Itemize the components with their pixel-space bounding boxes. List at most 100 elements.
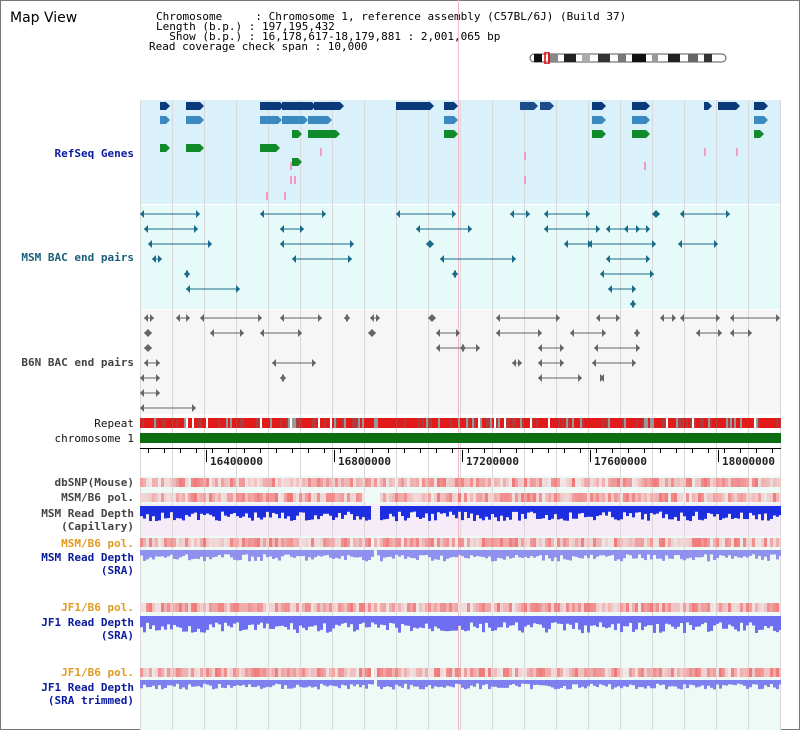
msm-bac-pair-end [152,255,156,263]
dbsnp-cell [746,478,749,487]
msm-pol-sra-cell [215,538,218,547]
jf1-depth-sra-bar [686,616,689,623]
msm-bac-pair-end [596,225,600,233]
msm-pol-cell [476,493,479,502]
jf1-pol-cell [752,603,755,612]
track-label-refseq[interactable]: RefSeq Genes [54,147,134,160]
msm-bac-pair-end [544,210,548,218]
jf1-depth-sra-bar [503,616,506,623]
dbsnp-cell [497,478,500,487]
msm-pol-sra-cell [686,538,689,547]
jf1-pol-trim-cell [770,668,773,677]
msm-pol-cell [410,493,413,502]
repeat-segment [514,418,516,428]
msm-bac-pair-end [656,210,660,218]
msm-depth-sra-bar [179,550,182,558]
track-label-msm-depth-capillary[interactable]: MSM Read Depth (Capillary) [41,507,134,533]
jf1-pol-cell [638,603,641,612]
msm-pol-cell [206,493,209,502]
msm-depth-cap-bar [185,506,188,515]
track-label-dbsnp[interactable]: dbSNP(Mouse) [54,476,134,489]
msm-depth-sra-bar [140,550,143,556]
b6n-bac-pair-end [298,329,302,337]
msm-pol-sra-cell [491,538,494,547]
feature-canvas[interactable] [140,96,781,416]
dbsnp-cell [566,478,569,487]
msm-pol-sra-cell [452,538,455,547]
msm-pol-sra-cell [623,538,626,547]
msm-pol-sra-cell [749,538,752,547]
msm-depth-cap-bar [779,506,781,516]
chromosome-bar[interactable] [140,433,781,443]
dbsnp-cell [689,478,692,487]
axis-tick-label: 16800000 [338,455,391,468]
track-label-jf1-b6-pol-trim[interactable]: JF1/B6 pol. [61,666,134,679]
jf1-depth-sra-bar [635,616,638,630]
repeat-segment [256,418,258,428]
msm-depth-sra-bar [317,550,320,556]
jf1-pol-cell [620,603,623,612]
track-label-jf1-b6-pol[interactable]: JF1/B6 pol. [61,601,134,614]
msm-pol-sra-cell [575,538,578,547]
msm-pol-cell [290,493,293,502]
jf1-depth-sra-bar [368,616,371,628]
msm-depth-cap-bar [353,506,356,520]
msm-depth-cap-bar [143,506,146,519]
jf1-pol-trim-cell [497,668,500,677]
dbsnp-cell [158,478,161,487]
b6n-bac-pair-end [578,374,582,382]
dbsnp-cell [422,478,425,487]
msm-depth-sra-bar [149,550,152,558]
track-label-msm-bac[interactable]: MSM BAC end pairs [21,251,134,264]
msm-pol-sra-cell [386,538,389,547]
jf1-pol-cell [545,603,548,612]
repeat-segment [238,418,240,428]
dbsnp-cell [377,478,380,487]
jf1-depth-trim-bar [428,680,431,686]
track-label-msm-b6-pol-sra[interactable]: MSM/B6 pol. [61,537,134,550]
jf1-depth-sra-bar [773,616,776,631]
jf1-pol-cell [617,603,620,612]
msm-depth-cap-bar [458,506,461,512]
dbsnp-cell [461,478,464,487]
msm-depth-cap-bar [254,506,257,513]
msm-pol-cell [761,493,764,502]
track-label-msm-b6-pol[interactable]: MSM/B6 pol. [61,491,134,504]
header-show: Show (b.p.) : 16,178,617-18,179,881 : 2,… [156,30,501,43]
msm-depth-sra-bar [503,550,506,560]
depth-canvas[interactable] [140,476,781,730]
repeat-segment [612,418,614,428]
jf1-depth-sra-bar [671,616,674,627]
jf1-pol-cell [728,603,731,612]
jf1-pol-cell [290,603,293,612]
repeat-bar[interactable] [140,418,781,430]
track-label-jf1-depth-sra[interactable]: JF1 Read Depth (SRA) [41,616,134,642]
jf1-depth-sra-bar [326,616,329,633]
jf1-pol-trim-cell [689,668,692,677]
msm-pol-cell [599,493,602,502]
jf1-pol-trim-cell [521,668,524,677]
msm-depth-cap-bar [548,506,551,521]
repeat-segment [334,418,336,428]
msm-depth-sra-bar [236,550,239,561]
dbsnp-cell [344,478,347,487]
repeat-segment [578,418,580,428]
jf1-pol-cell [251,603,254,612]
msm-pol-sra-cell [554,538,557,547]
jf1-depth-sra-bar [149,616,152,629]
track-label-b6n-bac[interactable]: B6N BAC end pairs [21,356,134,369]
axis-minor-tick [500,448,501,453]
track-label-jf1-depth-trim[interactable]: JF1 Read Depth (SRA trimmed) [41,681,134,707]
repeat-segment [756,418,758,428]
repeat-segment [734,418,736,428]
jf1-pol-cell [413,603,416,612]
msm-depth-sra-bar [485,550,488,559]
axis-minor-tick [340,448,341,453]
msm-pol-cell [560,493,563,502]
jf1-depth-sra-bar [587,616,590,633]
chromosome-ideogram[interactable] [528,52,730,64]
msm-pol-cell [296,493,299,502]
track-label-msm-depth-sra[interactable]: MSM Read Depth (SRA) [41,551,134,577]
dbsnp-cell [653,478,656,487]
repeat-segment [726,418,728,428]
